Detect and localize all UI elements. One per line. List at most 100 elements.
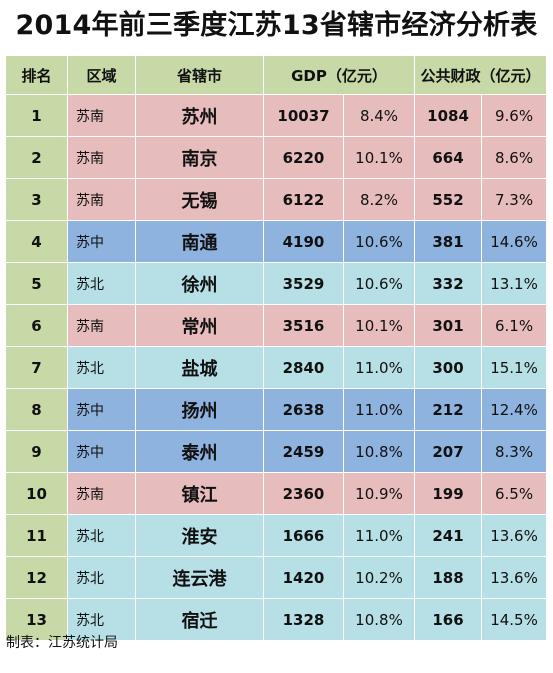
- region-cell: 苏中: [67, 220, 136, 263]
- header-row: 排名 区域 省辖市 GDP（亿元） 公共财政（亿元）: [5, 55, 548, 95]
- gdp-cell: 1420: [263, 556, 344, 599]
- rank-cell: 10: [5, 472, 68, 515]
- rank-cell: 3: [5, 178, 68, 221]
- gdp-cell: 1328: [263, 598, 344, 641]
- region-cell: 苏北: [67, 346, 136, 389]
- fiscal-cell: 207: [414, 430, 483, 473]
- table-row: 8 苏中 扬州 2638 11.0% 212 12.4%: [5, 388, 548, 431]
- fiscal-cell: 1084: [414, 94, 483, 137]
- gdp-cell: 3516: [263, 304, 344, 347]
- header-fiscal: 公共财政（亿元）: [414, 55, 548, 95]
- fiscal-growth-cell: 13.1%: [481, 262, 548, 305]
- gdp-growth-cell: 8.4%: [342, 94, 416, 137]
- table-row: 11 苏北 淮安 1666 11.0% 241 13.6%: [5, 514, 548, 557]
- fiscal-cell: 301: [414, 304, 483, 347]
- region-cell: 苏南: [67, 178, 136, 221]
- table-row: 7 苏北 盐城 2840 11.0% 300 15.1%: [5, 346, 548, 389]
- header-region: 区域: [67, 55, 136, 95]
- city-cell: 连云港: [135, 556, 264, 599]
- city-cell: 徐州: [135, 262, 264, 305]
- table-row: 6 苏南 常州 3516 10.1% 301 6.1%: [5, 304, 548, 347]
- gdp-cell: 2459: [263, 430, 344, 473]
- rank-cell: 4: [5, 220, 68, 263]
- fiscal-cell: 212: [414, 388, 483, 431]
- table-row: 2 苏南 南京 6220 10.1% 664 8.6%: [5, 136, 548, 179]
- fiscal-growth-cell: 15.1%: [481, 346, 548, 389]
- region-cell: 苏南: [67, 94, 136, 137]
- region-cell: 苏中: [67, 430, 136, 473]
- gdp-growth-cell: 10.1%: [342, 136, 416, 179]
- city-cell: 南京: [135, 136, 264, 179]
- rank-cell: 12: [5, 556, 68, 599]
- gdp-cell: 6220: [263, 136, 344, 179]
- fiscal-cell: 199: [414, 472, 483, 515]
- rank-cell: 5: [5, 262, 68, 305]
- fiscal-growth-cell: 12.4%: [481, 388, 548, 431]
- table-row: 9 苏中 泰州 2459 10.8% 207 8.3%: [5, 430, 548, 473]
- region-cell: 苏北: [67, 514, 136, 557]
- gdp-growth-cell: 10.8%: [342, 598, 416, 641]
- region-cell: 苏南: [67, 472, 136, 515]
- gdp-cell: 2360: [263, 472, 344, 515]
- header-rank: 排名: [5, 55, 68, 95]
- table-row: 12 苏北 连云港 1420 10.2% 188 13.6%: [5, 556, 548, 599]
- fiscal-growth-cell: 6.5%: [481, 472, 548, 515]
- gdp-cell: 10037: [263, 94, 344, 137]
- gdp-growth-cell: 11.0%: [342, 346, 416, 389]
- fiscal-growth-cell: 13.6%: [481, 514, 548, 557]
- gdp-growth-cell: 10.9%: [342, 472, 416, 515]
- rank-cell: 13: [5, 598, 68, 641]
- city-cell: 镇江: [135, 472, 264, 515]
- rank-cell: 8: [5, 388, 68, 431]
- table-row: 13 苏北 宿迁 1328 10.8% 166 14.5%: [5, 598, 548, 641]
- rank-cell: 9: [5, 430, 68, 473]
- header-gdp: GDP（亿元）: [262, 55, 416, 95]
- gdp-cell: 6122: [263, 178, 344, 221]
- fiscal-cell: 381: [414, 220, 483, 263]
- fiscal-growth-cell: 8.6%: [481, 136, 548, 179]
- header-city: 省辖市: [135, 55, 264, 95]
- fiscal-cell: 166: [414, 598, 483, 641]
- region-cell: 苏北: [67, 556, 136, 599]
- rank-cell: 11: [5, 514, 68, 557]
- economic-table: 排名 区域 省辖市 GDP（亿元） 公共财政（亿元） 1 苏南 苏州 10037 8.4…: [5, 55, 548, 641]
- fiscal-growth-cell: 9.6%: [481, 94, 548, 137]
- gdp-growth-cell: 11.0%: [342, 514, 416, 557]
- rank-cell: 7: [5, 346, 68, 389]
- rank-cell: 1: [5, 94, 68, 137]
- fiscal-cell: 188: [414, 556, 483, 599]
- city-cell: 泰州: [135, 430, 264, 473]
- gdp-cell: 4190: [263, 220, 344, 263]
- gdp-growth-cell: 10.6%: [342, 262, 416, 305]
- gdp-growth-cell: 10.2%: [342, 556, 416, 599]
- gdp-growth-cell: 10.1%: [342, 304, 416, 347]
- fiscal-cell: 300: [414, 346, 483, 389]
- gdp-cell: 3529: [263, 262, 344, 305]
- fiscal-growth-cell: 6.1%: [481, 304, 548, 347]
- fiscal-cell: 241: [414, 514, 483, 557]
- region-cell: 苏南: [67, 136, 136, 179]
- city-cell: 苏州: [135, 94, 264, 137]
- table-row: 3 苏南 无锡 6122 8.2% 552 7.3%: [5, 178, 548, 221]
- fiscal-growth-cell: 14.5%: [481, 598, 548, 641]
- city-cell: 南通: [135, 220, 264, 263]
- city-cell: 无锡: [135, 178, 264, 221]
- gdp-growth-cell: 8.2%: [342, 178, 416, 221]
- gdp-cell: 1666: [263, 514, 344, 557]
- table-title: 2014年前三季度江苏13省辖市经济分析表: [15, 10, 538, 41]
- fiscal-growth-cell: 8.3%: [481, 430, 548, 473]
- gdp-growth-cell: 10.6%: [342, 220, 416, 263]
- gdp-cell: 2840: [263, 346, 344, 389]
- gdp-cell: 2638: [263, 388, 344, 431]
- table-row: 4 苏中 南通 4190 10.6% 381 14.6%: [5, 220, 548, 263]
- fiscal-growth-cell: 13.6%: [481, 556, 548, 599]
- rank-cell: 2: [5, 136, 68, 179]
- fiscal-growth-cell: 7.3%: [481, 178, 548, 221]
- fiscal-growth-cell: 14.6%: [481, 220, 548, 263]
- table-row: 5 苏北 徐州 3529 10.6% 332 13.1%: [5, 262, 548, 305]
- city-cell: 扬州: [135, 388, 264, 431]
- gdp-growth-cell: 11.0%: [342, 388, 416, 431]
- region-cell: 苏北: [67, 262, 136, 305]
- city-cell: 盐城: [135, 346, 264, 389]
- city-cell: 淮安: [135, 514, 264, 557]
